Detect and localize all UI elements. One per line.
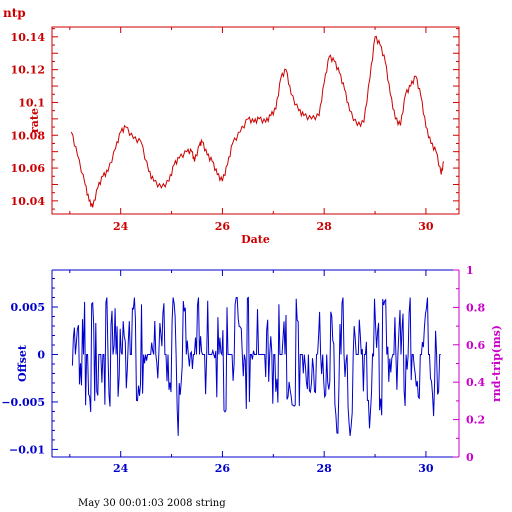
bottom-y2-tick-label: 0.8	[466, 301, 485, 314]
bottom-x-tick-label: 26	[215, 462, 231, 475]
bottom-x-tick-label: 24	[113, 462, 129, 475]
top-y-tick-label: 10.1	[18, 96, 45, 109]
top-plot-frame	[51, 26, 460, 215]
bottom-y2-tick-label: 0	[466, 451, 474, 464]
bottom-y-tick-label: −0.005	[1, 396, 45, 409]
offset-series-line	[71, 296, 441, 437]
footer-timestamp: May 30 00:01:03 2008 string	[78, 498, 226, 509]
bottom-x-tick-label: 28	[317, 462, 333, 475]
bottom-y2-tick-label: 0.4	[466, 376, 485, 389]
top-y-axis-label: rate	[28, 108, 41, 133]
top-x-tick-label: 30	[418, 220, 434, 233]
top-y-tick-label: 10.04	[11, 195, 46, 208]
bottom-y2-tick-label: 1	[466, 264, 474, 277]
bottom-y-tick-label: −0.01	[9, 443, 45, 456]
bottom-y2-tick-label: 0.6	[466, 339, 485, 352]
bottom-y-tick-label: 0.005	[11, 301, 45, 314]
bottom-y-tick-label: 0	[37, 348, 45, 361]
top-x-tick-label: 28	[317, 220, 333, 233]
top-y-tick-label: 10.08	[11, 129, 46, 142]
top-x-tick-label: 24	[113, 220, 129, 233]
top-x-tick-label: 26	[215, 220, 231, 233]
bottom-x-tick-label: 30	[418, 462, 434, 475]
bottom-y2-tick-label: 0.2	[466, 414, 485, 427]
top-y-tick-label: 10.12	[11, 64, 45, 77]
rate-series-line	[70, 35, 445, 208]
top-x-axis-label: Date	[241, 233, 270, 246]
bottom-y-axis-label: Offset	[16, 344, 29, 382]
chart-title: ntp	[3, 6, 26, 20]
top-y-tick-label: 10.06	[11, 162, 46, 175]
top-y-tick-label: 10.14	[11, 31, 46, 44]
bottom-y2-axis-label: rnd-trip(ms)	[490, 325, 503, 402]
